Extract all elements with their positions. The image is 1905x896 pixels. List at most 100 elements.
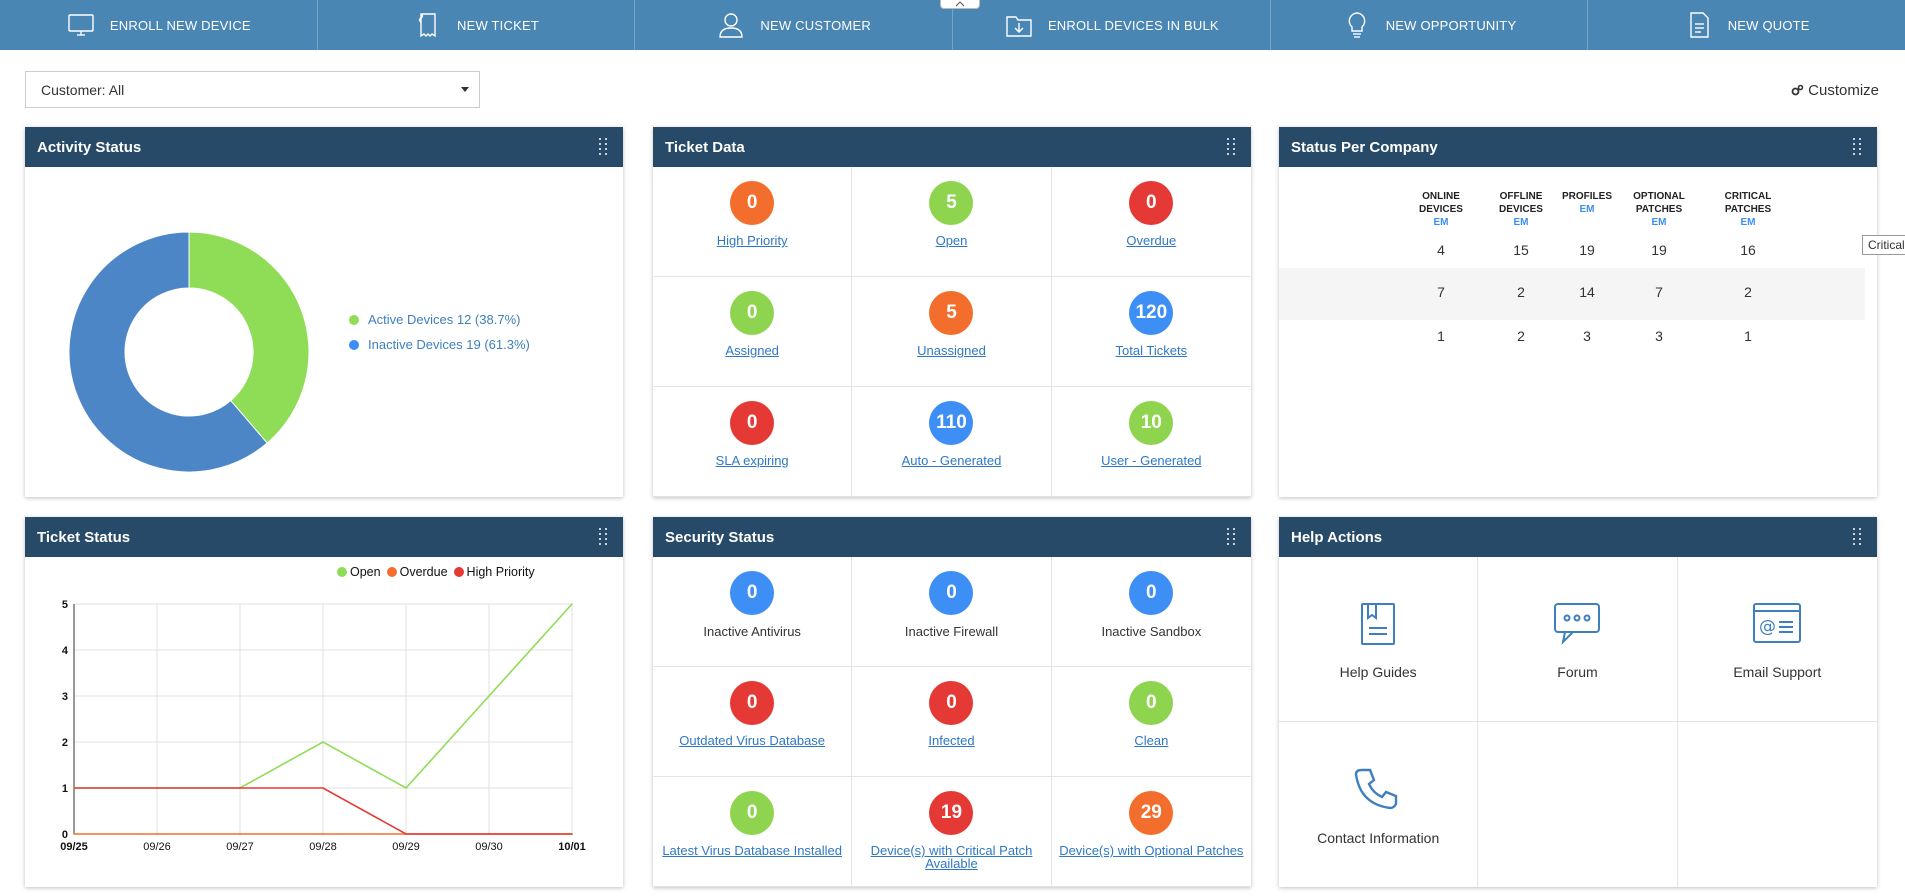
security-label-link[interactable]: Outdated Virus Database [679,733,826,748]
security-count-badge: 0 [730,571,775,615]
data-point[interactable] [571,603,573,605]
column-header[interactable]: ONLINE DEVICES EM [1401,190,1481,229]
ticket-data-count-badge: 0 [730,401,775,445]
widget-header[interactable]: Ticket Status [25,517,623,557]
data-point[interactable] [322,741,324,743]
legend-item[interactable]: High Priority [453,565,535,579]
ticket-data-label-link[interactable]: Unassigned [917,343,986,358]
ticket-data-label-link[interactable]: Auto - Generated [901,453,1002,468]
data-point[interactable] [239,833,241,835]
collapse-toolbar-toggle[interactable] [940,0,980,9]
security-label-link[interactable]: Device(s) with Critical Patch Available [870,843,1033,871]
ticket-data-label-link[interactable]: High Priority [716,233,788,248]
security-tile: 0 Latest Virus Database Installed [653,777,853,887]
ticket-data-label-link[interactable]: Open [935,233,968,248]
enroll-new-device-button[interactable]: ENROLL NEW DEVICE [0,0,318,50]
ticket-data-label-link[interactable]: Total Tickets [1115,343,1188,358]
data-point[interactable] [156,787,158,789]
legend-item-inactive[interactable]: Inactive Devices 19 (61.3%) [349,337,530,352]
contact-information-button[interactable]: Contact Information [1279,722,1479,887]
security-label-link[interactable]: Infected [928,733,975,748]
email-support-button[interactable]: @ Email Support [1677,557,1877,722]
activity-status-widget: Activity Status Active Devices 12 (38.7%… [25,127,623,497]
data-point[interactable] [488,695,490,697]
column-header[interactable]: OFFLINE DEVICES EM [1481,190,1561,229]
chevron-down-icon [461,87,469,92]
new-customer-button[interactable]: NEW CUSTOMER [635,0,954,50]
data-point[interactable] [73,833,75,835]
x-tick-label: 10/01 [558,841,586,853]
ticket-data-tile: 5 Open [852,167,1052,277]
donut-slice-active[interactable] [188,231,310,444]
ticket-data-label-link[interactable]: Overdue [1126,233,1177,248]
new-opportunity-button[interactable]: NEW OPPORTUNITY [1271,0,1589,50]
customize-button[interactable]: Customize [1791,82,1879,99]
drag-handle-icon[interactable] [1853,528,1865,546]
security-label: Inactive Sandbox [1101,624,1202,639]
data-point[interactable] [322,787,324,789]
ticket-data-label-link[interactable]: User - Generated [1101,453,1202,468]
drag-handle-icon[interactable] [599,138,611,156]
activity-legend: Active Devices 12 (38.7%) Inactive Devic… [349,312,530,362]
security-tile: 0 Inactive Antivirus [653,557,853,667]
data-point[interactable] [239,787,241,789]
legend-item-active[interactable]: Active Devices 12 (38.7%) [349,312,530,327]
data-point[interactable] [322,833,324,835]
column-header-sub: EM [1740,217,1756,228]
y-tick-label: 3 [62,691,68,703]
security-tile: 0 Infected [852,667,1052,777]
ticket-data-count-badge: 0 [730,291,775,335]
ticket-data-count-badge: 5 [929,181,974,225]
widget-header[interactable]: Help Actions [1279,517,1877,557]
widget-header[interactable]: Status Per Company [1279,127,1877,167]
chevron-up-icon [955,1,965,7]
data-point[interactable] [405,787,407,789]
data-point[interactable] [571,833,573,835]
data-point[interactable] [488,833,490,835]
data-point[interactable] [73,787,75,789]
donut-slice-inactive[interactable] [68,231,268,473]
column-header-line1: OFFLINE [1499,191,1543,202]
new-quote-button[interactable]: NEW QUOTE [1588,0,1905,50]
help-guides-button[interactable]: Help Guides [1279,557,1479,722]
legend-item[interactable]: Overdue [386,565,448,579]
column-header-line2: DEVICES [1419,204,1463,215]
table-cell: 1 [1744,328,1752,344]
security-label-link[interactable]: Device(s) with Optional Patches [1059,843,1244,858]
table-row[interactable]: 4 15 19 19 16 [1279,226,1865,278]
drag-handle-icon[interactable] [1227,138,1239,156]
legend-label: Open [350,565,381,579]
document-icon [1690,12,1709,38]
drag-handle-icon[interactable] [1853,138,1865,156]
drag-handle-icon[interactable] [1227,528,1239,546]
enroll-new-device-label: ENROLL NEW DEVICE [109,17,251,33]
widget-header[interactable]: Activity Status [25,127,623,167]
data-point[interactable] [156,833,158,835]
ticket-data-tile: 0 High Priority [653,167,853,277]
ticket-data-label-link[interactable]: SLA expiring [715,453,789,468]
widget-title: Activity Status [37,138,142,156]
table-cell: 3 [1655,328,1663,344]
column-header[interactable]: PROFILES EM [1547,190,1627,216]
table-row[interactable]: 1 2 3 3 1 [1279,312,1865,364]
legend-item[interactable]: Open [337,565,381,579]
drag-handle-icon[interactable] [599,528,611,546]
widget-header[interactable]: Ticket Data [653,127,1251,167]
column-header[interactable]: OPTIONAL PATCHES EM [1619,190,1699,229]
enroll-devices-in-bulk-button[interactable]: ENROLL DEVICES IN BULK [953,0,1271,50]
column-header[interactable]: CRITICAL PATCHES EM [1708,190,1788,229]
legend-swatch [337,567,347,577]
forum-button[interactable]: Forum [1478,557,1678,722]
data-point[interactable] [405,833,407,835]
ticket-data-count-badge: 10 [1129,401,1174,445]
chart-legend: Open Overdue High Priority [337,565,535,579]
customer-filter-select[interactable]: Customer: All [25,71,480,108]
widget-header[interactable]: Security Status [653,517,1251,557]
table-row[interactable]: 7 2 14 7 2 [1279,268,1865,320]
security-label-link[interactable]: Clean [1134,733,1169,748]
ticket-data-label-link[interactable]: Assigned [725,343,779,358]
security-label-link[interactable]: Latest Virus Database Installed [662,843,843,858]
phone-icon [1354,768,1398,809]
new-ticket-button[interactable]: NEW TICKET [318,0,636,50]
column-header-line2: PATCHES [1724,204,1772,215]
